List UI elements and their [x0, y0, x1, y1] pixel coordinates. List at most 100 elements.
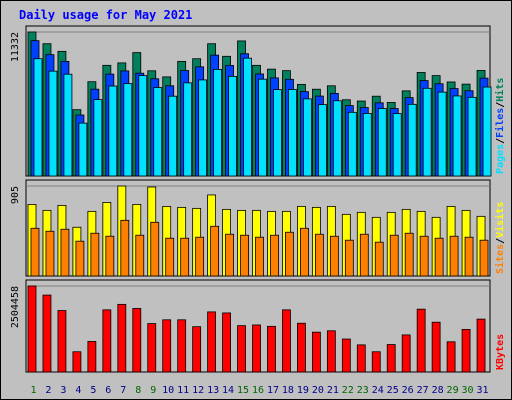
- bar-pages-day-21: [332, 100, 342, 177]
- bar-sites-day-6: [105, 235, 115, 277]
- bar-kbytes-day-26: [401, 334, 411, 373]
- bar-sites-day-26: [404, 232, 414, 277]
- bar-kbytes-day-6: [102, 309, 112, 373]
- bar-sites-day-22: [344, 239, 354, 277]
- x-tick-label: 7: [120, 385, 126, 396]
- x-tick-label: 13: [207, 385, 219, 396]
- bar-pages-day-30: [467, 96, 477, 177]
- bar-sites-day-18: [285, 231, 294, 277]
- legend-entry: Hits: [494, 78, 506, 102]
- bar-kbytes-day-4: [72, 351, 82, 373]
- bar-kbytes-day-13: [207, 311, 217, 373]
- bar-kbytes-day-14: [222, 312, 231, 373]
- x-tick-label: 17: [267, 385, 279, 396]
- bar-kbytes-day-11: [177, 319, 187, 373]
- bar-sites-day-30: [464, 236, 474, 277]
- legend-entry: /: [495, 102, 506, 108]
- x-axis-labels: 1 2 3 4 5 6 7 8 9 10 11 12 13 14 15 16 17 18 19 20 21 22 23 24 2…: [30, 385, 488, 396]
- bar-sites-day-27: [419, 235, 429, 277]
- bar-pages-day-12: [198, 79, 208, 177]
- bar-pages-day-9: [153, 87, 163, 177]
- x-tick-label: 5: [90, 385, 96, 396]
- bar-sites-day-14: [225, 233, 234, 277]
- x-tick-label: 11: [177, 385, 189, 396]
- x-tick-label: 10: [162, 385, 174, 396]
- bar-sites-day-2: [45, 230, 55, 277]
- legend-entry: Pages: [495, 144, 506, 174]
- bar-kbytes-day-23: [356, 344, 366, 373]
- x-tick-label: 19: [297, 385, 309, 396]
- bar-pages-day-7: [123, 83, 133, 177]
- bar-sites-day-5: [90, 232, 100, 277]
- bar-sites-day-11: [180, 237, 190, 277]
- bar-sites-day-4: [75, 240, 85, 277]
- bar-kbytes-day-17: [267, 325, 276, 373]
- x-tick-label: 22: [342, 385, 354, 396]
- bar-pages-day-8: [138, 75, 148, 177]
- bar-pages-day-14: [228, 75, 237, 177]
- bar-kbytes-day-15: [237, 325, 246, 373]
- x-tick-label: 18: [282, 385, 294, 396]
- bar-pages-day-22: [347, 111, 357, 177]
- bar-pages-day-29: [452, 95, 462, 177]
- bar-pages-day-4: [78, 122, 88, 177]
- bar-kbytes-day-12: [192, 326, 202, 373]
- bar-pages-day-16: [258, 78, 267, 177]
- legend-sites-visits: Sites/Visits: [494, 202, 506, 274]
- x-tick-label: 2: [45, 385, 51, 396]
- bar-kbytes-day-5: [87, 341, 97, 373]
- bar-sites-day-3: [60, 228, 70, 277]
- x-tick-label: 24: [372, 385, 384, 396]
- legend-pages-files-hits: Pages/Files/Hits: [494, 78, 506, 174]
- x-tick-label: 23: [357, 385, 369, 396]
- y-tick-label: 2504458: [10, 286, 21, 328]
- x-tick-label: 3: [60, 385, 66, 396]
- bar-kbytes-day-28: [431, 321, 441, 373]
- bar-kbytes-day-22: [341, 338, 351, 373]
- bar-sites-day-7: [120, 219, 130, 277]
- bar-kbytes-day-9: [147, 323, 157, 373]
- series-kbytes: [27, 285, 486, 373]
- bar-kbytes-day-27: [416, 308, 426, 373]
- bar-sites-day-23: [359, 233, 369, 277]
- legend-entry: KBytes: [495, 334, 506, 370]
- bar-kbytes-day-7: [117, 303, 127, 373]
- bar-kbytes-day-21: [326, 330, 336, 373]
- bar-kbytes-day-3: [57, 310, 67, 373]
- x-tick-label: 14: [222, 385, 234, 396]
- bar-sites-day-12: [195, 236, 205, 277]
- panel-sites-visits: 905 Sites/Visits: [10, 179, 506, 277]
- bar-sites-day-16: [255, 236, 264, 277]
- bar-kbytes-day-25: [386, 344, 396, 373]
- series-pages: [33, 57, 492, 177]
- legend-entry: Sites: [494, 244, 506, 274]
- bar-kbytes-day-29: [446, 341, 456, 373]
- bar-sites-day-25: [389, 234, 399, 277]
- bar-pages-day-6: [108, 85, 118, 177]
- bar-sites-day-9: [150, 221, 160, 277]
- bar-kbytes-day-24: [371, 351, 381, 373]
- x-tick-label: 1: [30, 385, 36, 396]
- legend-entry: Visits: [494, 202, 506, 238]
- bar-sites-day-29: [449, 235, 459, 277]
- bar-pages-day-27: [422, 87, 432, 177]
- bar-pages-day-17: [273, 89, 282, 177]
- bar-pages-day-23: [362, 113, 372, 177]
- bar-kbytes-day-18: [282, 309, 291, 373]
- x-tick-label: 6: [105, 385, 111, 396]
- bar-pages-day-31: [482, 86, 492, 177]
- x-tick-label: 29: [447, 385, 459, 396]
- legend-entry: Files: [494, 108, 506, 138]
- bar-pages-day-13: [213, 68, 223, 177]
- bar-pages-day-11: [183, 82, 193, 177]
- bar-pages-day-28: [437, 91, 447, 177]
- bar-sites-day-17: [270, 234, 279, 277]
- bar-pages-day-10: [168, 95, 178, 177]
- bar-pages-day-1: [33, 58, 43, 177]
- x-tick-label: 8: [135, 385, 141, 396]
- x-tick-label: 16: [252, 385, 264, 396]
- x-tick-label: 12: [192, 385, 204, 396]
